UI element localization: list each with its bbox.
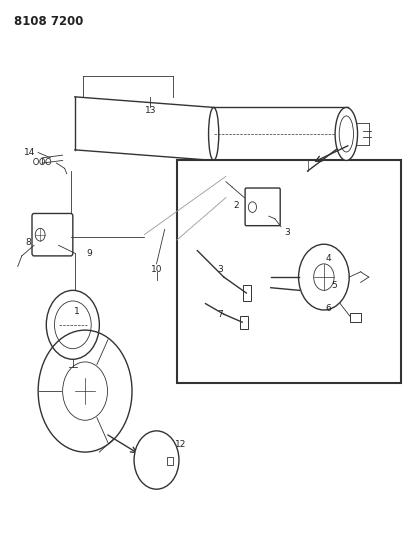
Bar: [240, 316, 247, 329]
Text: 2: 2: [233, 201, 239, 210]
Text: 4: 4: [325, 254, 331, 263]
Text: 9: 9: [86, 249, 92, 258]
Text: 8108 7200: 8108 7200: [14, 14, 83, 28]
Text: 6: 6: [325, 304, 331, 313]
Text: 10: 10: [151, 265, 162, 273]
Text: 5: 5: [331, 280, 337, 289]
Text: 8: 8: [25, 238, 31, 247]
Ellipse shape: [335, 108, 358, 160]
Text: 12: 12: [175, 440, 187, 449]
Text: 3: 3: [217, 265, 223, 273]
Text: 1: 1: [74, 307, 80, 316]
Text: 14: 14: [24, 148, 36, 157]
Circle shape: [134, 431, 179, 489]
FancyBboxPatch shape: [177, 160, 402, 383]
Text: 3: 3: [284, 228, 290, 237]
Text: 7: 7: [217, 310, 223, 319]
Bar: [243, 285, 251, 301]
Bar: [167, 457, 173, 465]
Bar: [351, 313, 360, 322]
Text: 13: 13: [145, 106, 156, 115]
